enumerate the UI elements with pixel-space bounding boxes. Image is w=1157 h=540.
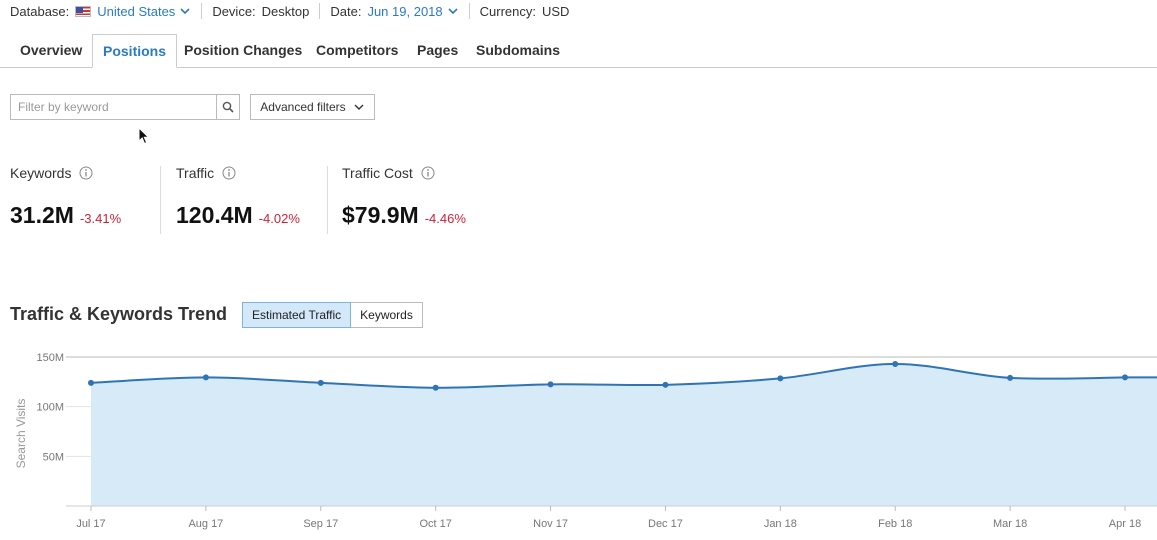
x-tick-label: Nov 17 [533,518,568,530]
data-point [892,360,899,367]
y-tick-label: 50M [43,451,64,463]
device-setting: Device: Desktop [212,3,321,19]
metric-traffic-cost: Traffic Cost $79.9M -4.46% [342,165,466,235]
data-point [662,381,669,388]
tab-subdomains[interactable]: Subdomains [476,42,561,58]
database-dropdown[interactable]: United States [75,4,191,19]
data-point [202,374,209,381]
date-label: Date: [330,3,362,19]
x-tick-label: Jan 18 [764,518,797,530]
metric-value: $79.9M [342,202,419,228]
data-point [432,384,439,391]
keyword-filter [10,94,240,120]
data-point [777,375,784,382]
metric-traffic: Traffic 120.4M -4.02% [176,165,300,235]
x-tick-label: Dec 17 [648,518,683,530]
series-area [91,363,1157,506]
data-point [88,379,94,386]
x-tick-label: Feb 18 [878,518,912,530]
device-label: Device: [212,3,256,19]
x-tick-label: Apr 18 [1109,518,1141,530]
tab-positions[interactable]: Positions [92,34,178,68]
y-axis-label: Search Visits [14,399,28,469]
advanced-filters-button[interactable]: Advanced filters [250,94,375,120]
metric-delta: -4.02% [258,211,300,226]
date-setting: Date: Jun 19, 2018 [330,3,470,19]
date-dropdown[interactable]: Jun 19, 2018 [367,4,458,19]
metric-value: 31.2M [10,202,74,228]
trend-title: Traffic & Keywords Trend [10,304,228,324]
search-icon [222,101,234,113]
metric-label: Traffic [176,165,215,181]
y-tick-label: 100M [36,402,64,414]
advanced-filters-label: Advanced filters [260,100,346,114]
metric-value: 120.4M [176,202,253,228]
data-point [547,381,554,388]
tab-position-changes[interactable]: Position Changes [184,42,303,58]
x-tick-label: Jul 17 [76,518,105,530]
x-tick-label: Oct 17 [419,518,451,530]
divider [327,166,328,234]
trend-toggle: Estimated Traffic Keywords [242,302,423,328]
keyword-filter-input[interactable] [11,95,216,119]
tab-overview[interactable]: Overview [20,42,83,58]
data-point [1007,374,1014,381]
database-value: United States [97,3,176,19]
database-setting: Database: United States [10,3,203,19]
data-point [1122,374,1128,381]
info-icon[interactable] [222,166,236,180]
mouse-cursor-icon [138,127,150,145]
traffic-trend-chart: 50M 100M 150M Jul 17 Aug 17 Sep 17 Oct 17 Nov 1… [14,352,1157,530]
chevron-down-icon [354,104,364,110]
metric-label: Traffic Cost [342,165,413,181]
metric-delta: -4.46% [424,211,466,226]
x-tick-label: Aug 17 [188,518,223,530]
tab-pages[interactable]: Pages [417,42,459,58]
report-tabs: Overview Positions Position Changes Comp… [0,34,1157,68]
estimated-traffic-toggle[interactable]: Estimated Traffic [242,302,352,328]
search-button[interactable] [216,95,239,119]
date-value: Jun 19, 2018 [367,3,443,19]
chevron-down-icon [448,8,458,15]
data-point [317,379,324,386]
series-line [90,362,1157,389]
divider [160,166,161,234]
info-icon[interactable] [421,166,435,180]
metric-keywords: Keywords 31.2M -3.41% [10,165,121,235]
x-tick-label: Mar 18 [993,518,1027,530]
currency-label: Currency: [479,3,536,19]
y-tick-label: 150M [36,352,64,364]
metric-label: Keywords [10,165,72,181]
database-label: Database: [10,3,70,19]
us-flag-icon [75,5,92,17]
currency-setting: Currency: USD [480,3,580,19]
device-value: Desktop [261,3,310,19]
report-settings-bar: Database: United States Device: Desktop … [10,2,589,20]
x-tick-label: Sep 17 [303,518,338,530]
tab-competitors[interactable]: Competitors [316,42,399,58]
chevron-down-icon [180,8,190,15]
metric-delta: -3.41% [79,211,122,226]
keywords-toggle[interactable]: Keywords [351,302,423,328]
info-icon[interactable] [79,166,93,180]
currency-value: USD [542,3,570,19]
